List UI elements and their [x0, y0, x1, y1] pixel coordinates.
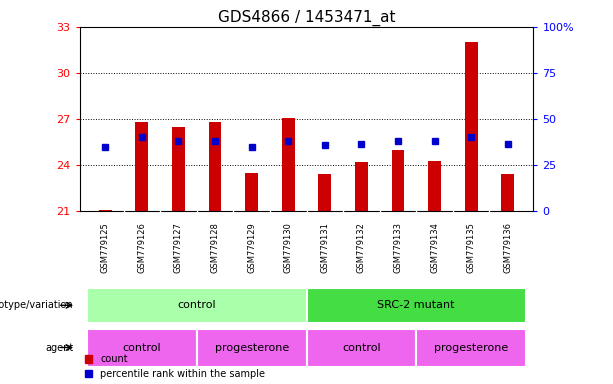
Bar — [208, 122, 221, 211]
Text: GSM779125: GSM779125 — [101, 222, 110, 273]
Text: GSM779127: GSM779127 — [174, 222, 183, 273]
Text: SRC-2 mutant: SRC-2 mutant — [378, 300, 455, 310]
Bar — [306, 329, 416, 366]
Bar — [172, 127, 185, 211]
Text: GSM779126: GSM779126 — [137, 222, 147, 273]
Text: control: control — [177, 300, 216, 310]
Text: genotype/variation: genotype/variation — [0, 300, 74, 310]
Text: agent: agent — [45, 343, 74, 353]
Bar — [465, 42, 478, 211]
Bar — [392, 150, 405, 211]
Text: GSM779133: GSM779133 — [394, 222, 403, 273]
Bar — [282, 118, 295, 211]
Text: GSM779136: GSM779136 — [503, 222, 512, 273]
Bar — [355, 162, 368, 211]
Bar — [416, 329, 526, 366]
Bar — [245, 173, 258, 211]
Text: progesterone: progesterone — [434, 343, 508, 353]
Bar — [306, 288, 526, 323]
Text: GSM779128: GSM779128 — [210, 222, 219, 273]
Bar — [135, 122, 148, 211]
Bar — [197, 329, 306, 366]
Bar — [99, 210, 112, 211]
Bar — [87, 288, 306, 323]
Text: GSM779135: GSM779135 — [466, 222, 476, 273]
Text: GSM779131: GSM779131 — [320, 222, 329, 273]
Text: control: control — [123, 343, 161, 353]
Legend: count, percentile rank within the sample: count, percentile rank within the sample — [85, 354, 265, 379]
Text: GSM779134: GSM779134 — [430, 222, 439, 273]
Text: GSM779130: GSM779130 — [284, 222, 293, 273]
Bar — [318, 174, 331, 211]
Bar — [501, 174, 514, 211]
Text: control: control — [342, 343, 381, 353]
Title: GDS4866 / 1453471_at: GDS4866 / 1453471_at — [218, 9, 395, 25]
Text: GSM779129: GSM779129 — [247, 222, 256, 273]
Bar — [428, 161, 441, 211]
Text: progesterone: progesterone — [215, 343, 289, 353]
Text: GSM779132: GSM779132 — [357, 222, 366, 273]
Bar — [87, 329, 197, 366]
